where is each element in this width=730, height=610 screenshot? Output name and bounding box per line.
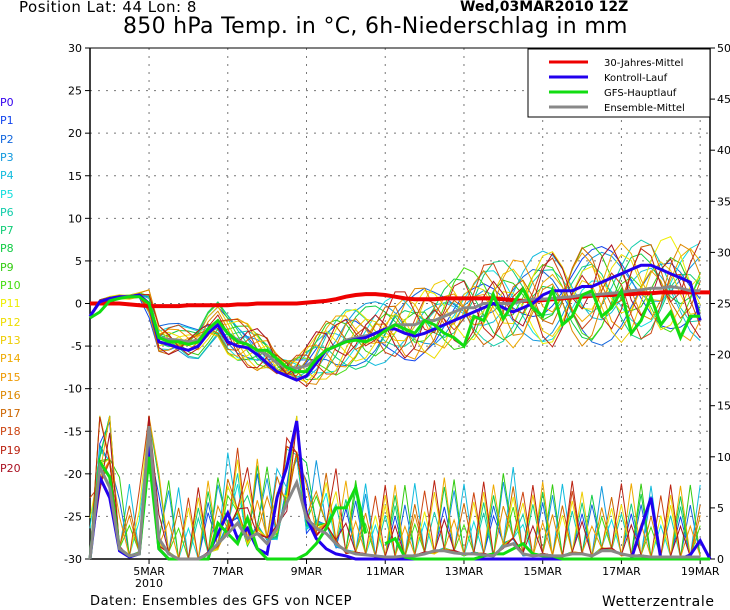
y-right-tick-label: 45 — [717, 93, 730, 106]
run-datetime: Wed,03MAR2010 12Z — [460, 0, 629, 15]
member-label: P16 — [0, 388, 21, 402]
member-label: P12 — [0, 315, 21, 329]
member-label: P13 — [0, 333, 21, 347]
y-right-tick-label: 20 — [717, 349, 730, 362]
member-label: P9 — [0, 260, 14, 274]
y-right-tick-label: 30 — [717, 246, 730, 259]
member-label: P6 — [0, 205, 14, 219]
legend-label: 30-Jahres-Mittel — [604, 58, 683, 69]
data-source: Daten: Ensembles des GFS von NCEP — [90, 594, 353, 609]
y-right-tick-label: 10 — [717, 451, 730, 464]
y-left-tick-label: 10 — [68, 212, 82, 225]
y-left-tick-label: -15 — [64, 425, 82, 438]
member-temp-line — [89, 264, 701, 376]
y-left-tick-label: 20 — [68, 127, 82, 140]
y-right-tick-label: 5 — [717, 502, 724, 515]
y-left-tick-label: 25 — [68, 85, 82, 98]
member-label: P14 — [0, 352, 21, 366]
y-left-tick-label: 30 — [68, 42, 82, 55]
legend-label: Kontroll-Lauf — [604, 73, 668, 84]
member-temp-line — [89, 257, 701, 375]
x-tick-label: 11MAR — [366, 565, 405, 578]
legend-label: Ensemble-Mittel — [604, 103, 685, 114]
x-tick-label: 17MAR — [602, 565, 641, 578]
member-temp-line — [89, 244, 701, 377]
chart-title: 850 hPa Temp. in °C, 6h-Niederschlag in … — [123, 14, 628, 39]
x-tick-label: 7MAR — [212, 565, 244, 578]
y-right-tick-label: 15 — [717, 400, 730, 413]
legend-label: GFS-Hauptlauf — [604, 88, 677, 99]
member-label: P7 — [0, 224, 14, 238]
member-label: P18 — [0, 425, 21, 439]
member-label: P1 — [0, 114, 14, 128]
x-tick-label: 19MAR — [681, 565, 720, 578]
y-left-tick-label: -25 — [64, 510, 82, 523]
member-label: P11 — [0, 297, 21, 311]
member-label: P2 — [0, 132, 14, 146]
temp-line-gfs-hauptlauf — [89, 285, 701, 374]
y-right-tick-label: 35 — [717, 195, 730, 208]
y-left-tick-label: -5 — [71, 340, 82, 353]
x-tick-label: 5MAR — [133, 565, 165, 578]
x-tick-label: 13MAR — [445, 565, 484, 578]
member-label: P20 — [0, 462, 21, 475]
legend-box — [527, 48, 711, 118]
y-left-tick-label: -20 — [64, 468, 82, 481]
member-label: P17 — [0, 407, 21, 421]
member-label: P8 — [0, 242, 14, 256]
x-tick-label: 15MAR — [523, 565, 562, 578]
member-temp-line — [89, 262, 701, 367]
member-label: P0 — [0, 96, 14, 109]
precip-line — [88, 425, 701, 561]
member-temp-line — [89, 244, 701, 376]
member-label: P3 — [0, 150, 14, 164]
y-left-tick-label: 15 — [68, 170, 82, 183]
y-right-tick-label: 0 — [717, 553, 724, 566]
y-right-tick-label: 40 — [717, 144, 730, 157]
member-temp-line — [89, 251, 701, 379]
y-left-tick-label: -10 — [64, 383, 82, 396]
y-left-tick-label: 0 — [75, 298, 82, 311]
member-label: P15 — [0, 370, 21, 384]
x-tick-label: 9MAR — [291, 565, 323, 578]
member-label: P19 — [0, 443, 21, 457]
y-right-tick-label: 50 — [717, 42, 730, 55]
y-left-tick-label: 5 — [75, 255, 82, 268]
member-label: P10 — [0, 279, 21, 292]
brand-label: Wetterzentrale — [602, 594, 715, 610]
x-tick-sublabel: 2010 — [135, 577, 163, 590]
temp-line-kontroll-lauf — [88, 263, 702, 382]
y-left-tick-label: -30 — [64, 553, 82, 566]
y-right-tick-label: 25 — [717, 298, 730, 311]
member-label: P4 — [0, 169, 14, 183]
position-label: Position Lat: 44 Lon: 8 — [19, 0, 197, 16]
member-label: P5 — [0, 187, 14, 201]
